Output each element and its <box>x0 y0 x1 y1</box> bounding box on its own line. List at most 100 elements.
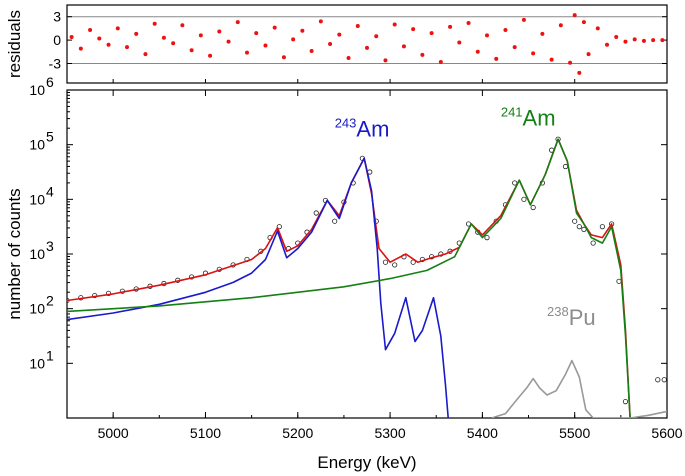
residual-point <box>429 31 434 36</box>
y-tick-exponent: 4 <box>46 183 54 199</box>
residual-point <box>641 38 646 43</box>
residual-point <box>595 26 600 31</box>
residual-point <box>521 17 526 22</box>
residual-point <box>180 23 185 28</box>
residual-point <box>374 34 379 39</box>
residual-point <box>263 43 268 48</box>
residual-point <box>660 38 665 43</box>
data-point <box>622 398 629 405</box>
data-point <box>484 235 490 241</box>
data-point <box>410 259 416 265</box>
isotope-mass-number: 243 <box>335 115 357 130</box>
y-tick-exponent: 5 <box>46 129 54 145</box>
residual-y-tick-label: 0 <box>53 32 61 48</box>
data-point <box>392 262 398 268</box>
series-line <box>67 138 631 418</box>
residual-reference-lines <box>67 16 667 64</box>
residual-point <box>632 37 637 42</box>
residual-point <box>115 26 120 31</box>
residual-point <box>235 20 240 25</box>
residual-point <box>355 24 360 29</box>
y-tick-exponent: 1 <box>46 347 54 363</box>
isotope-mass-number: 241 <box>501 105 523 120</box>
series-line <box>67 157 449 418</box>
isotope-label: 241Am <box>501 105 556 131</box>
residual-point <box>328 42 333 46</box>
y-tick-label: 10 <box>29 355 45 371</box>
residual-point <box>309 49 314 54</box>
residual-point <box>134 31 139 36</box>
residual-point <box>245 50 249 55</box>
series-line <box>491 359 667 418</box>
residual-point <box>346 56 351 61</box>
residual-point <box>318 19 323 24</box>
residual-point <box>88 27 93 32</box>
data-point <box>572 218 578 224</box>
isotope-symbol: Am <box>356 116 389 141</box>
residual-point <box>125 45 129 50</box>
residual-point <box>448 24 453 29</box>
y-tick-label: 10 <box>29 301 45 317</box>
residual-point <box>383 58 388 63</box>
isotope-label: 243Am <box>335 115 390 141</box>
y-axis-label: number of counts <box>5 188 24 319</box>
residual-point <box>420 52 425 57</box>
residual-point <box>217 29 222 34</box>
x-axis-label: Energy (keV) <box>317 453 416 472</box>
residual-point <box>143 52 148 57</box>
data-point <box>661 377 667 383</box>
residual-point <box>401 44 406 49</box>
residual-y-tick-label: -3 <box>49 56 62 72</box>
data-point <box>105 290 112 296</box>
data-point <box>576 224 582 230</box>
data-point <box>313 210 319 216</box>
residual-point <box>605 42 609 47</box>
y-tick-label: 10 <box>29 82 45 98</box>
data-point <box>562 163 569 170</box>
y-tick-exponent: 2 <box>46 293 54 309</box>
residual-point <box>198 33 203 38</box>
x-tick-label: 5100 <box>190 425 221 441</box>
residual-point <box>171 41 176 46</box>
data-point <box>655 377 661 383</box>
residuals-axis-label: residuals <box>5 10 24 78</box>
data-point <box>276 224 282 230</box>
data-point <box>590 240 596 246</box>
residual-point <box>581 20 586 25</box>
series-line <box>67 138 631 418</box>
residual-point <box>438 59 443 64</box>
residual-point <box>226 39 231 44</box>
isotope-label: 238Pu <box>547 304 596 330</box>
residual-point <box>494 56 499 61</box>
y-tick-exponent: 3 <box>46 238 54 254</box>
residual-point <box>503 27 508 32</box>
residual-point <box>365 45 369 50</box>
residual-y-ticks: -3 0 3 <box>49 9 667 72</box>
residual-point <box>69 34 74 39</box>
residual-point <box>457 40 462 45</box>
residual-point <box>78 46 83 51</box>
data-point <box>512 180 518 186</box>
y-tick-exponent: 6 <box>46 74 54 90</box>
residual-point <box>392 22 397 27</box>
residual-point <box>540 31 545 36</box>
residual-point <box>466 20 471 25</box>
x-tick-label: 5600 <box>651 425 682 441</box>
residual-point <box>281 55 286 60</box>
isotope-mass-number: 238 <box>547 304 569 319</box>
data-point <box>332 218 338 224</box>
residual-point <box>106 42 111 47</box>
y-tick-label: 10 <box>29 137 45 153</box>
residual-point <box>568 60 573 65</box>
residual-point <box>300 28 305 33</box>
residual-point <box>623 39 628 44</box>
residual-point <box>475 49 480 54</box>
residuals-plot-frame <box>66 4 668 84</box>
y-tick-label: 10 <box>29 246 45 262</box>
residual-points <box>69 13 665 75</box>
residual-point <box>291 37 296 42</box>
residual-point <box>531 51 536 56</box>
